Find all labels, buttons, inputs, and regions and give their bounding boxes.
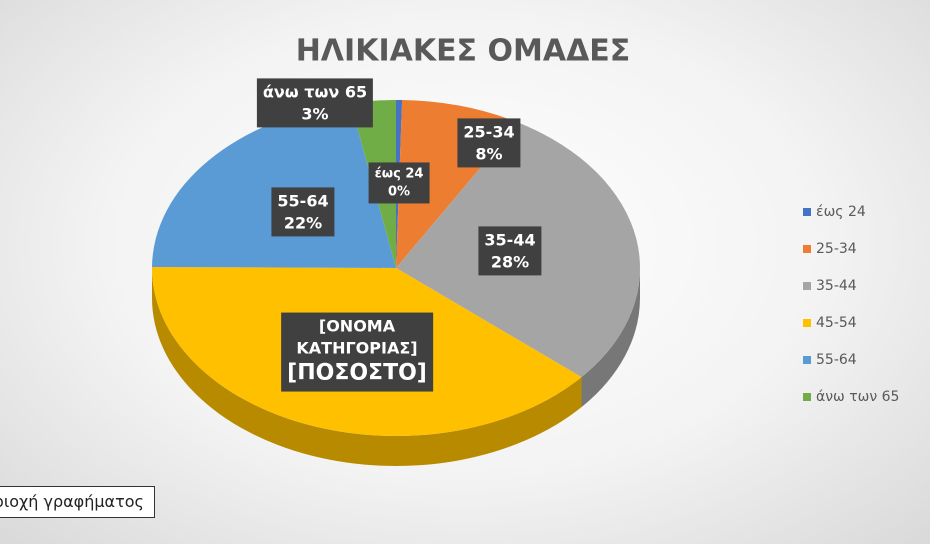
legend-item: 45-54 xyxy=(803,315,857,331)
legend-swatch xyxy=(803,282,811,290)
legend-label: 35-44 xyxy=(816,278,857,294)
data-label-value: 8% xyxy=(475,144,503,163)
legend-item: άνω των 65 xyxy=(803,389,899,405)
legend-swatch xyxy=(803,245,811,253)
data-label: 25-34 8% xyxy=(457,118,521,168)
data-label: [ΟΝΟΜΑ ΚΑΤΗΓΟΡΙΑΣ] [ΠΟΣΟΣΤΟ] xyxy=(281,312,433,392)
legend-swatch xyxy=(803,208,811,216)
slice xyxy=(152,102,396,268)
data-label-name: [ΟΝΟΜΑ ΚΑΤΗΓΟΡΙΑΣ] xyxy=(296,316,418,358)
legend-item: 55-64 xyxy=(803,352,857,368)
data-label: άνω των 65 3% xyxy=(256,78,374,128)
legend-swatch xyxy=(803,319,811,327)
data-label-name: 25-34 xyxy=(463,122,515,142)
legend-label: 55-64 xyxy=(816,352,857,368)
data-label: έως 24 0% xyxy=(368,162,430,204)
data-label: 35-44 28% xyxy=(478,226,542,276)
legend-item: έως 24 xyxy=(803,204,866,220)
chart-title: ΗΛΙΚΙΑΚΕΣ ΟΜΑΔΕΣ xyxy=(296,34,631,69)
legend-item: 25-34 xyxy=(803,241,857,257)
data-label-value: 22% xyxy=(283,213,323,232)
legend-swatch xyxy=(803,393,811,401)
data-label-value: 3% xyxy=(301,104,329,123)
data-label-value: [ΠΟΣΟΣΤΟ] xyxy=(287,360,427,386)
data-label-name: έως 24 xyxy=(374,166,424,182)
data-label-name: άνω των 65 xyxy=(262,82,368,102)
legend-label: 45-54 xyxy=(816,315,857,331)
legend-swatch xyxy=(803,356,811,364)
legend-label: άνω των 65 xyxy=(816,389,900,405)
legend-label: 25-34 xyxy=(816,241,857,257)
data-label-value: 0% xyxy=(387,184,411,199)
data-label-name: 35-44 xyxy=(484,230,536,250)
data-label-value: 28% xyxy=(490,252,530,271)
data-label: 55-64 22% xyxy=(271,187,335,237)
legend-label: έως 24 xyxy=(816,204,866,220)
legend-item: 35-44 xyxy=(803,278,857,294)
tooltip: Περιοχή γραφήματος xyxy=(0,486,155,518)
data-label-name: 55-64 xyxy=(277,191,329,211)
slice-side xyxy=(581,268,640,408)
slice-side xyxy=(152,268,582,466)
